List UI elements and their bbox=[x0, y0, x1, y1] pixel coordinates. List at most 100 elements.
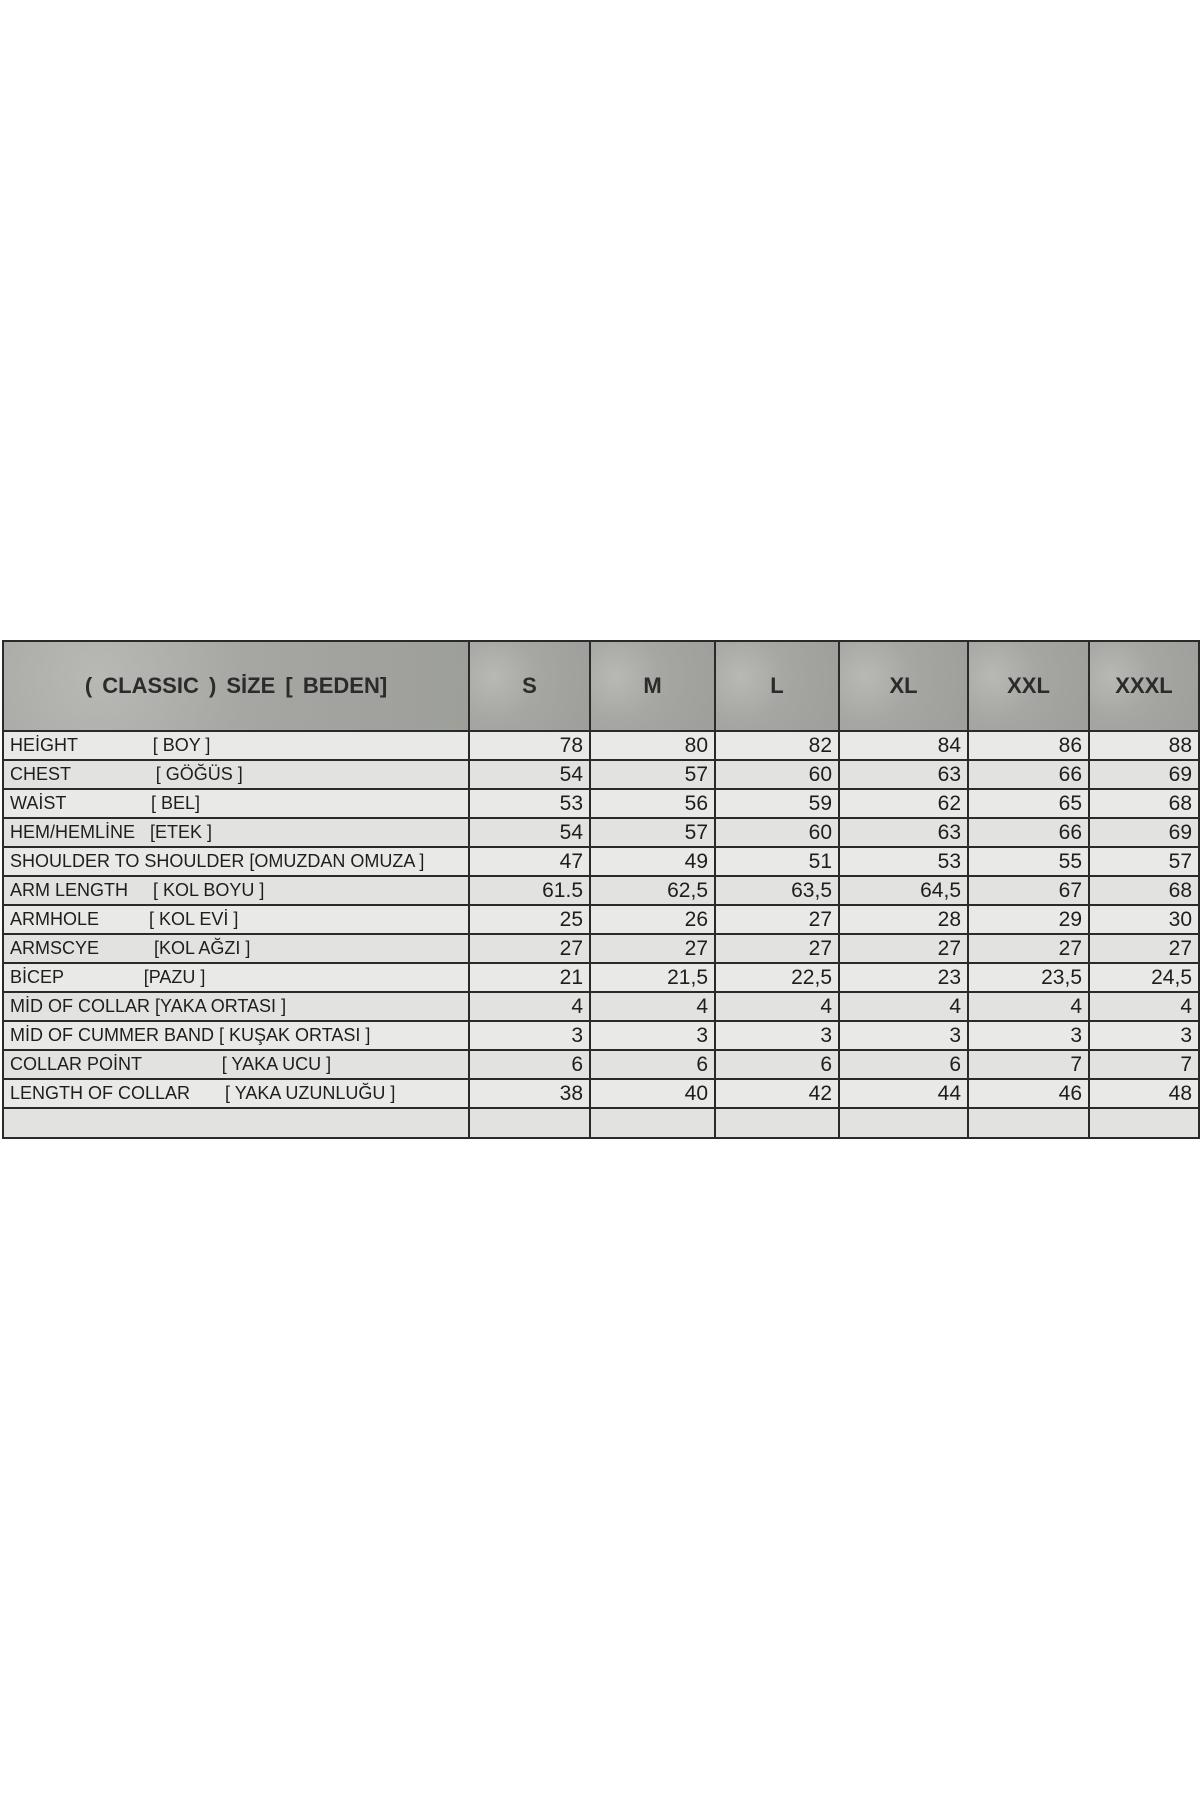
measurement-label: SHOULDER TO SHOULDER [OMUZDAN OMUZA ] bbox=[2, 846, 470, 877]
size-header-xxxl: XXXL bbox=[1088, 640, 1200, 732]
table-row: ARM LENGTH [ KOL BOYU ] 61.5 62,5 63,5 64,5 6… bbox=[2, 875, 1200, 906]
measurement-value: 21,5 bbox=[589, 962, 716, 993]
measurement-label: ARMHOLE [ KOL EVİ ] bbox=[2, 904, 470, 935]
measurement-label: LENGTH OF COLLAR [ YAKA UZUNLUĞU ] bbox=[2, 1078, 470, 1109]
measurement-value: 64,5 bbox=[838, 875, 969, 906]
measurement-value: 6 bbox=[589, 1049, 716, 1080]
measurement-value: 23,5 bbox=[967, 962, 1090, 993]
measurement-value: 54 bbox=[468, 817, 591, 848]
measurement-value: 4 bbox=[838, 991, 969, 1022]
measurement-value: 7 bbox=[967, 1049, 1090, 1080]
measurement-value: 4 bbox=[468, 991, 591, 1022]
empty-cell bbox=[1088, 1107, 1200, 1139]
measurement-value: 4 bbox=[714, 991, 840, 1022]
measurement-value: 82 bbox=[714, 730, 840, 761]
measurement-value: 3 bbox=[967, 1020, 1090, 1051]
table-row: WAİST [ BEL] 53 56 59 62 65 68 bbox=[2, 788, 1200, 819]
measurement-value: 59 bbox=[714, 788, 840, 819]
table-row: BİCEP [PAZU ] 21 21,5 22,5 23 23,5 24,5 bbox=[2, 962, 1200, 993]
measurement-value: 61.5 bbox=[468, 875, 591, 906]
measurement-value: 69 bbox=[1088, 817, 1200, 848]
measurement-value: 55 bbox=[967, 846, 1090, 877]
measurement-label: MİD OF COLLAR [YAKA ORTASI ] bbox=[2, 991, 470, 1022]
empty-cell bbox=[468, 1107, 591, 1139]
measurement-value: 60 bbox=[714, 817, 840, 848]
measurement-value: 53 bbox=[838, 846, 969, 877]
table-row: SHOULDER TO SHOULDER [OMUZDAN OMUZA ] 47 4… bbox=[2, 846, 1200, 877]
measurement-value: 66 bbox=[967, 759, 1090, 790]
measurement-value: 69 bbox=[1088, 759, 1200, 790]
measurement-value: 68 bbox=[1088, 875, 1200, 906]
table-row: LENGTH OF COLLAR [ YAKA UZUNLUĞU ] 38 40 42… bbox=[2, 1078, 1200, 1109]
table-row: ARMSCYE [KOL AĞZI ] 27 27 27 27 27 27 bbox=[2, 933, 1200, 964]
measurement-value: 27 bbox=[589, 933, 716, 964]
measurement-value: 38 bbox=[468, 1078, 591, 1109]
measurement-value: 27 bbox=[468, 933, 591, 964]
measurement-value: 53 bbox=[468, 788, 591, 819]
measurement-value: 27 bbox=[967, 933, 1090, 964]
measurement-value: 29 bbox=[967, 904, 1090, 935]
size-header-xxl: XXL bbox=[967, 640, 1090, 732]
measurement-value: 28 bbox=[838, 904, 969, 935]
measurement-value: 27 bbox=[714, 933, 840, 964]
measurement-value: 66 bbox=[967, 817, 1090, 848]
empty-cell bbox=[2, 1107, 470, 1139]
table-row: HEİGHT [ BOY ] 78 80 82 84 86 88 bbox=[2, 730, 1200, 761]
measurement-value: 24,5 bbox=[1088, 962, 1200, 993]
measurement-value: 56 bbox=[589, 788, 716, 819]
measurement-value: 6 bbox=[468, 1049, 591, 1080]
measurement-value: 54 bbox=[468, 759, 591, 790]
measurement-value: 44 bbox=[838, 1078, 969, 1109]
measurement-value: 26 bbox=[589, 904, 716, 935]
size-header-xl: XL bbox=[838, 640, 969, 732]
measurement-value: 21 bbox=[468, 962, 591, 993]
measurement-value: 51 bbox=[714, 846, 840, 877]
size-table: ( CLASSIC ) SİZE [ BEDEN] S M L XL XXL X… bbox=[2, 640, 1200, 1139]
measurement-value: 42 bbox=[714, 1078, 840, 1109]
measurement-value: 57 bbox=[589, 759, 716, 790]
size-header-m: M bbox=[589, 640, 716, 732]
measurement-value: 49 bbox=[589, 846, 716, 877]
measurement-value: 60 bbox=[714, 759, 840, 790]
measurement-value: 27 bbox=[714, 904, 840, 935]
table-row: HEM/HEMLİNE [ETEK ] 54 57 60 63 66 69 bbox=[2, 817, 1200, 848]
measurement-value: 4 bbox=[1088, 991, 1200, 1022]
empty-cell bbox=[714, 1107, 840, 1139]
measurement-value: 7 bbox=[1088, 1049, 1200, 1080]
measurement-label: CHEST [ GÖĞÜS ] bbox=[2, 759, 470, 790]
measurement-label: ARM LENGTH [ KOL BOYU ] bbox=[2, 875, 470, 906]
table-row: ARMHOLE [ KOL EVİ ] 25 26 27 28 29 30 bbox=[2, 904, 1200, 935]
measurement-value: 3 bbox=[838, 1020, 969, 1051]
empty-cell bbox=[967, 1107, 1090, 1139]
measurement-value: 30 bbox=[1088, 904, 1200, 935]
empty-row bbox=[2, 1107, 1200, 1139]
measurement-value: 4 bbox=[967, 991, 1090, 1022]
empty-cell bbox=[589, 1107, 716, 1139]
measurement-value: 84 bbox=[838, 730, 969, 761]
measurement-value: 67 bbox=[967, 875, 1090, 906]
measurement-label: ARMSCYE [KOL AĞZI ] bbox=[2, 933, 470, 964]
measurement-value: 63 bbox=[838, 817, 969, 848]
size-header-s: S bbox=[468, 640, 591, 732]
measurement-label: MİD OF CUMMER BAND [ KUŞAK ORTASI ] bbox=[2, 1020, 470, 1051]
size-chart: ( CLASSIC ) SİZE [ BEDEN] S M L XL XXL X… bbox=[2, 640, 1200, 1139]
measurement-value: 62 bbox=[838, 788, 969, 819]
measurement-value: 47 bbox=[468, 846, 591, 877]
measurement-label: WAİST [ BEL] bbox=[2, 788, 470, 819]
measurement-value: 62,5 bbox=[589, 875, 716, 906]
header-row: ( CLASSIC ) SİZE [ BEDEN] S M L XL XXL X… bbox=[2, 640, 1200, 732]
measurement-value: 25 bbox=[468, 904, 591, 935]
measurement-value: 86 bbox=[967, 730, 1090, 761]
measurement-value: 68 bbox=[1088, 788, 1200, 819]
measurement-label: BİCEP [PAZU ] bbox=[2, 962, 470, 993]
measurement-value: 27 bbox=[1088, 933, 1200, 964]
measurement-value: 3 bbox=[468, 1020, 591, 1051]
header-title: ( CLASSIC ) SİZE [ BEDEN] bbox=[2, 640, 470, 732]
measurement-value: 4 bbox=[589, 991, 716, 1022]
measurement-value: 88 bbox=[1088, 730, 1200, 761]
table-row: MİD OF CUMMER BAND [ KUŞAK ORTASI ] 3 3 3 3 3… bbox=[2, 1020, 1200, 1051]
measurement-value: 65 bbox=[967, 788, 1090, 819]
measurement-value: 23 bbox=[838, 962, 969, 993]
measurement-label: HEM/HEMLİNE [ETEK ] bbox=[2, 817, 470, 848]
measurement-label: COLLAR POİNT [ YAKA UCU ] bbox=[2, 1049, 470, 1080]
